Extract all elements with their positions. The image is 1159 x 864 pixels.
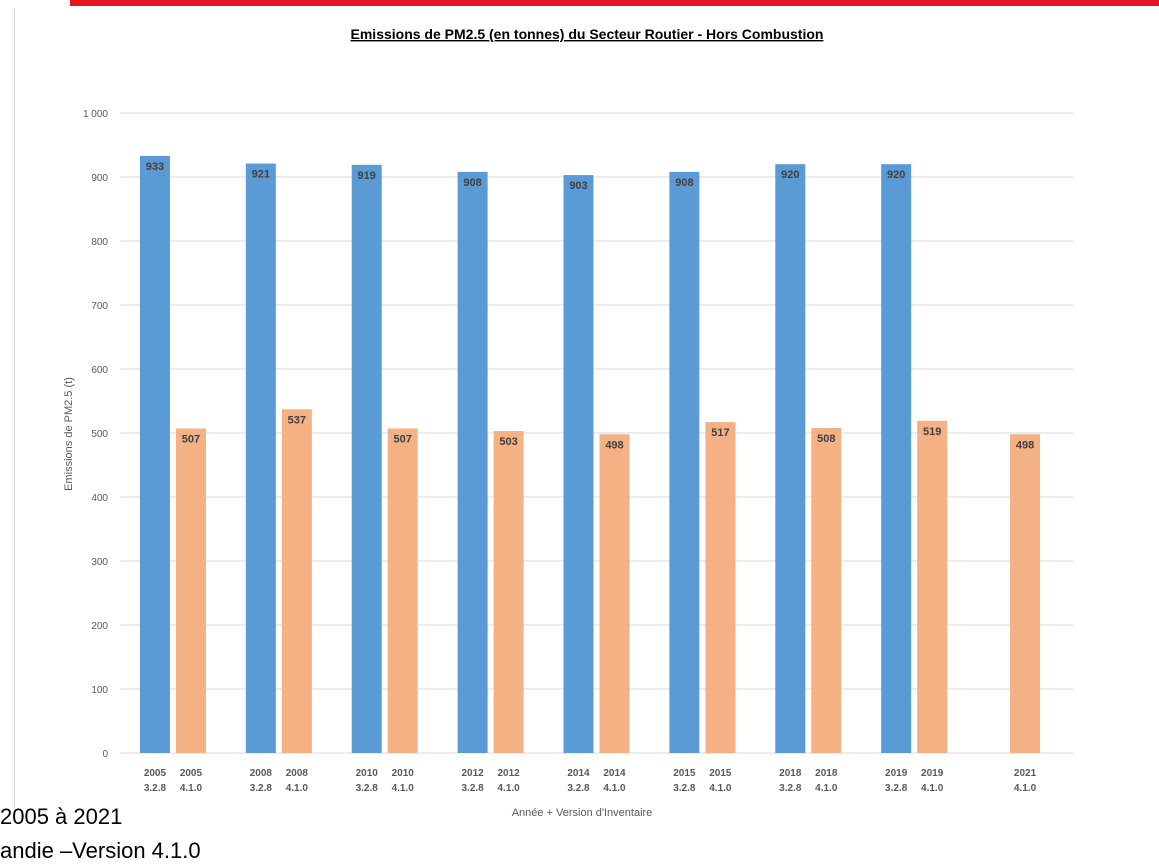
bar [457,171,488,753]
bar [775,164,806,753]
data-label: 919 [358,170,376,182]
bar [669,171,700,753]
bar [599,434,630,753]
x-tick-year: 2018 [815,768,838,779]
slide-top-bar [70,0,1159,6]
bar [881,164,912,753]
bar [175,428,206,753]
data-label: 507 [394,434,412,446]
x-tick-year: 2008 [286,768,309,779]
chart-title: Emissions de PM2.5 (en tonnes) du Secteu… [351,26,824,42]
bar [387,428,418,753]
data-label: 507 [182,434,200,446]
x-tick-year: 2019 [885,768,908,779]
data-label: 920 [887,169,905,181]
gridlines [120,112,1073,754]
x-tick-version: 3.2.8 [885,783,908,794]
data-label: 519 [923,426,941,438]
slide-text-line-1: 2005 à 2021 [0,804,123,829]
y-tick-labels: 0 100 200 300 400 500 600 700 800 900 1 000 [83,109,108,760]
x-tick-version: 4.1.0 [497,783,520,794]
y-tick-label: 600 [91,365,108,376]
bar [245,163,276,753]
bar [281,409,312,753]
x-tick-year: 2021 [1014,768,1037,779]
x-tick-version: 4.1.0 [392,783,415,794]
x-tick-year: 2012 [461,768,484,779]
data-label: 498 [1016,439,1034,451]
bar [351,164,382,754]
x-tick-version: 3.2.8 [356,783,379,794]
x-tick-version: 4.1.0 [709,783,732,794]
x-tick-year: 2015 [709,768,732,779]
x-tick-version: 3.2.8 [779,783,802,794]
y-tick-label: 800 [91,237,108,248]
x-tick-version: 3.2.8 [144,783,167,794]
y-tick-label: 700 [91,301,108,312]
bar [705,422,736,753]
bar [811,427,842,753]
bar [917,420,948,753]
x-axis-label: Année + Version d'Inventaire [512,807,653,819]
bar [563,175,594,753]
data-label: 517 [711,427,729,439]
bar [1010,434,1041,753]
data-label: 921 [252,169,270,181]
y-tick-label: 200 [91,621,108,632]
x-tick-year: 2008 [250,768,273,779]
bar [139,155,170,753]
x-tick-version: 3.2.8 [250,783,273,794]
data-label: 903 [569,180,587,192]
y-tick-label: 100 [91,685,108,696]
x-tick-version: 4.1.0 [1014,783,1037,794]
x-tick-version: 4.1.0 [603,783,626,794]
data-label: 498 [605,439,623,451]
x-tick-year: 2010 [392,768,415,779]
x-tick-version: 4.1.0 [921,783,944,794]
chart-area: Emissions de PM2.5 (en tonnes) du Secteu… [14,8,1159,820]
x-tick-version: 4.1.0 [815,783,838,794]
data-label: 908 [675,177,693,189]
x-tick-labels: 2005 3.2.8 2005 4.1.0 2008 3.2.8 2008 4.1.0 2010… [144,768,1037,794]
x-tick-year: 2019 [921,768,944,779]
data-label: 908 [463,177,481,189]
x-tick-year: 2015 [673,768,696,779]
y-axis-label: Emissions de PM2.5 (t) [63,377,75,491]
y-tick-label: 900 [91,173,108,184]
y-tick-label: 400 [91,493,108,504]
data-label: 537 [288,414,306,426]
data-label: 508 [817,433,835,445]
data-label: 933 [146,161,164,173]
x-tick-version: 4.1.0 [286,783,309,794]
x-tick-year: 2005 [180,768,203,779]
x-tick-year: 2010 [356,768,379,779]
x-tick-year: 2014 [603,768,626,779]
y-tick-label: 1 000 [83,109,108,120]
slide-text-line-2: andie –Version 4.1.0 [0,838,201,863]
y-tick-label: 300 [91,557,108,568]
data-label: 920 [781,169,799,181]
y-tick-label: 0 [102,749,108,760]
data-labels: 933 507 921 537 919 507 908 503 903 498 908 517 920 5… [146,161,1034,451]
chart-svg: Emissions de PM2.5 (en tonnes) du Secteu… [63,26,1073,819]
x-tick-version: 3.2.8 [567,783,590,794]
x-tick-version: 3.2.8 [461,783,484,794]
x-tick-year: 2005 [144,768,167,779]
x-tick-year: 2012 [497,768,520,779]
x-tick-year: 2014 [567,768,590,779]
x-tick-year: 2018 [779,768,802,779]
bar [493,431,524,753]
x-tick-version: 3.2.8 [673,783,696,794]
bars [139,155,1041,754]
data-label: 503 [499,436,517,448]
y-tick-label: 500 [91,429,108,440]
x-tick-version: 4.1.0 [180,783,203,794]
